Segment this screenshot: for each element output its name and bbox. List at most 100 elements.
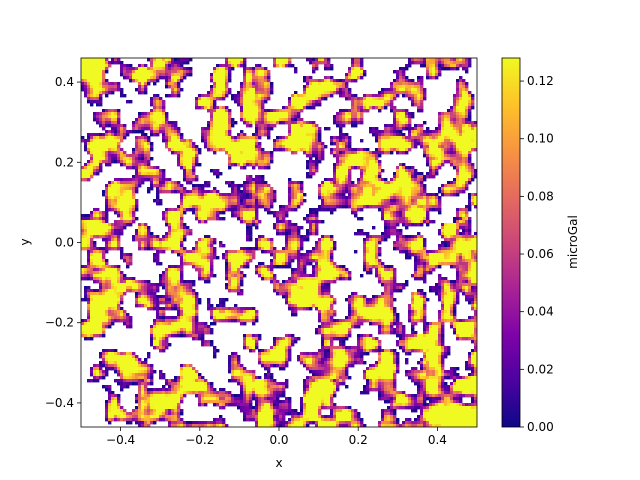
contour-cell xyxy=(306,139,310,143)
contour-cell xyxy=(291,133,295,137)
contour-cell xyxy=(459,100,463,104)
contour-cell xyxy=(195,103,199,107)
contour-cell xyxy=(117,148,121,152)
contour-cell xyxy=(417,100,421,104)
contour-cell xyxy=(261,202,265,206)
contour-cell xyxy=(273,121,277,125)
contour-cell xyxy=(237,193,241,197)
contour-cell xyxy=(273,226,277,230)
contour-cell xyxy=(276,226,280,230)
contour-cell xyxy=(444,226,448,230)
contour-cell xyxy=(141,70,145,74)
contour-cell xyxy=(342,187,346,191)
contour-cell xyxy=(267,88,271,92)
contour-cell xyxy=(246,106,250,110)
contour-cell xyxy=(84,88,88,92)
contour-cell xyxy=(204,205,208,209)
contour-cell xyxy=(426,220,430,224)
contour-cell xyxy=(357,112,361,116)
contour-cell xyxy=(351,124,355,128)
contour-cell xyxy=(393,181,397,185)
contour-cell xyxy=(192,166,196,170)
contour-cell xyxy=(237,91,241,95)
contour-cell xyxy=(402,241,406,245)
contour-cell xyxy=(267,94,271,98)
contour-cell xyxy=(420,133,424,137)
contour-cell xyxy=(297,127,301,131)
contour-cell xyxy=(147,112,151,116)
contour-cell xyxy=(342,151,346,155)
contour-cell xyxy=(168,145,172,149)
contour-cell xyxy=(336,160,340,164)
contour-cell xyxy=(417,61,421,65)
contour-cell xyxy=(111,136,115,140)
contour-cell xyxy=(168,181,172,185)
contour-cell xyxy=(453,139,457,143)
contour-cell xyxy=(468,199,472,203)
contour-cell xyxy=(201,187,205,191)
contour-cell xyxy=(171,229,175,233)
contour-cell xyxy=(300,118,304,122)
contour-cell xyxy=(417,220,421,224)
contour-cell xyxy=(93,139,97,143)
contour-cell xyxy=(285,226,289,230)
contour-cell xyxy=(297,148,301,152)
contour-cell xyxy=(237,139,241,143)
contour-cell xyxy=(357,118,361,122)
contour-cell xyxy=(342,145,346,149)
contour-cell xyxy=(336,187,340,191)
contour-cell xyxy=(162,118,166,122)
contour-cell xyxy=(345,205,349,209)
contour-cell xyxy=(126,133,130,137)
contour-cell xyxy=(360,61,364,65)
contour-cell xyxy=(159,175,163,179)
contour-cell xyxy=(450,130,454,134)
contour-cell xyxy=(438,112,442,116)
contour-cell xyxy=(117,118,121,122)
contour-cell xyxy=(129,157,133,161)
contour-cell xyxy=(177,82,181,86)
contour-cell xyxy=(396,241,400,245)
contour-cell xyxy=(81,223,85,227)
contour-cell xyxy=(105,163,109,167)
contour-cell xyxy=(459,190,463,194)
contour-cell xyxy=(297,244,301,248)
contour-cell xyxy=(444,133,448,137)
contour-cell xyxy=(270,202,274,206)
contour-cell xyxy=(114,229,118,233)
contour-cell xyxy=(207,142,211,146)
contour-cell xyxy=(156,178,160,182)
contour-cell xyxy=(228,136,232,140)
contour-cell xyxy=(228,157,232,161)
contour-cell xyxy=(438,130,442,134)
contour-cell xyxy=(111,244,115,248)
contour-cell xyxy=(114,232,118,236)
contour-cell xyxy=(366,187,370,191)
contour-cell xyxy=(246,196,250,200)
contour-cell xyxy=(135,145,139,149)
contour-cell xyxy=(105,61,109,65)
contour-cell xyxy=(174,226,178,230)
contour-cell xyxy=(129,193,133,197)
contour-cell xyxy=(327,199,331,203)
contour-cell xyxy=(135,70,139,74)
contour-cell xyxy=(375,157,379,161)
contour-cell xyxy=(288,181,292,185)
contour-cell xyxy=(195,148,199,152)
contour-cell xyxy=(414,178,418,182)
contour-cell xyxy=(405,205,409,209)
contour-cell xyxy=(414,127,418,131)
contour-cell xyxy=(453,133,457,137)
contour-cell xyxy=(207,193,211,197)
contour-cell xyxy=(147,175,151,179)
contour-cell xyxy=(231,193,235,197)
contour-cell xyxy=(87,58,91,62)
contour-cell xyxy=(243,154,247,158)
contour-cell xyxy=(384,178,388,182)
contour-cell xyxy=(378,193,382,197)
contour-cell xyxy=(216,214,220,218)
contour-cell xyxy=(108,202,112,206)
contour-cell xyxy=(369,157,373,161)
contour-cell xyxy=(255,247,259,251)
contour-cell xyxy=(204,193,208,197)
